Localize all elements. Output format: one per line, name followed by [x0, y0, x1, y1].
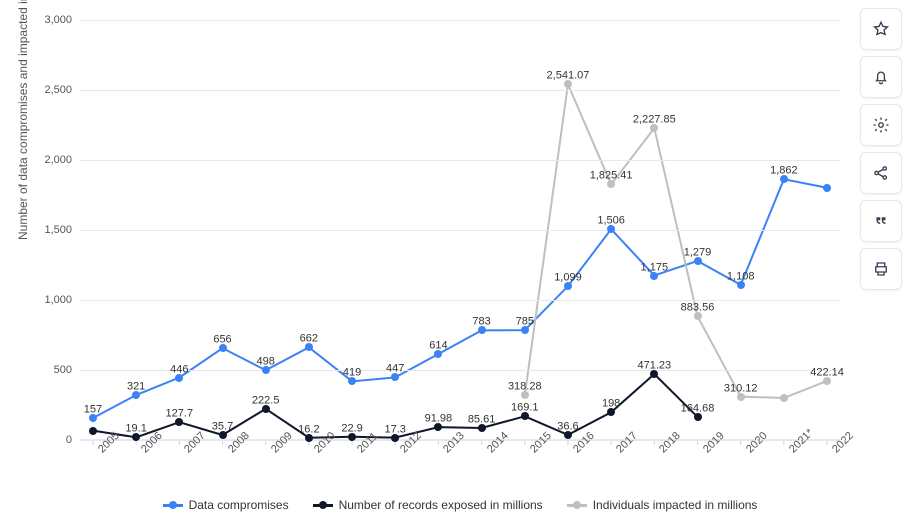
data-label: 310.12 [724, 382, 758, 394]
data-label: 17.3 [385, 423, 406, 435]
data-label: 1,862 [770, 165, 798, 177]
data-label: 2,227.85 [633, 114, 676, 126]
grid-line [80, 300, 840, 301]
data-label: 22.9 [341, 422, 362, 434]
data-label: 656 [213, 334, 231, 346]
quote-icon [872, 212, 890, 230]
data-label: 422.14 [810, 366, 844, 378]
y-tick-label: 1,500 [40, 224, 80, 236]
legend-item[interactable]: Data compromises [163, 498, 289, 512]
data-label: 19.1 [125, 423, 146, 435]
data-label: 157 [84, 404, 102, 416]
legend-label: Data compromises [189, 498, 289, 512]
star-icon [872, 20, 890, 38]
share-icon [872, 164, 890, 182]
data-label: 498 [256, 356, 274, 368]
data-label: 127.7 [166, 408, 194, 420]
grid-line [80, 230, 840, 231]
data-label: 91.98 [425, 413, 453, 425]
y-tick-label: 1,000 [40, 294, 80, 306]
data-label: 222.5 [252, 394, 280, 406]
legend-swatch [313, 504, 333, 507]
data-label: 169.1 [511, 402, 539, 414]
data-label: 164.68 [681, 403, 715, 415]
print-icon [872, 260, 890, 278]
settings-button[interactable] [860, 104, 902, 146]
share-button[interactable] [860, 152, 902, 194]
data-label: 883.56 [681, 302, 715, 314]
data-label: 1,279 [684, 247, 712, 259]
chart-container: Number of data compromises and impacted … [10, 10, 848, 518]
data-label: 1,825.41 [590, 170, 633, 182]
data-label: 35.7 [212, 421, 233, 433]
favorite-button[interactable] [860, 8, 902, 50]
toolbar [860, 8, 902, 290]
data-label: 1,506 [597, 215, 625, 227]
grid-line [80, 370, 840, 371]
data-label: 614 [429, 340, 447, 352]
data-label: 198 [602, 398, 620, 410]
data-label: 471.23 [637, 360, 671, 372]
data-label: 662 [300, 333, 318, 345]
grid-line [80, 160, 840, 161]
data-marker[interactable] [780, 394, 788, 402]
series-line [93, 179, 827, 418]
grid-line [80, 20, 840, 21]
y-tick-label: 0 [40, 434, 80, 446]
cite-button[interactable] [860, 200, 902, 242]
grid-line [80, 90, 840, 91]
legend-item[interactable]: Individuals impacted in millions [567, 498, 758, 512]
gear-icon [872, 116, 890, 134]
series-line [525, 84, 827, 398]
data-label: 447 [386, 363, 404, 375]
data-label: 783 [472, 316, 490, 328]
data-label: 1,108 [727, 270, 755, 282]
y-tick-label: 2,500 [40, 84, 80, 96]
legend-item[interactable]: Number of records exposed in millions [313, 498, 543, 512]
print-button[interactable] [860, 248, 902, 290]
data-label: 85.61 [468, 414, 496, 426]
legend-label: Individuals impacted in millions [593, 498, 758, 512]
data-marker[interactable] [89, 427, 97, 435]
data-label: 318.28 [508, 381, 542, 393]
legend-label: Number of records exposed in millions [339, 498, 543, 512]
data-label: 446 [170, 363, 188, 375]
y-tick-label: 2,000 [40, 154, 80, 166]
legend: Data compromises Number of records expose… [80, 498, 840, 512]
data-marker[interactable] [823, 184, 831, 192]
y-axis-label: Number of data compromises and impacted … [16, 0, 30, 240]
y-tick-label: 500 [40, 364, 80, 376]
data-label: 321 [127, 381, 145, 393]
data-label: 785 [516, 316, 534, 328]
data-label: 419 [343, 367, 361, 379]
data-label: 2,541.07 [547, 70, 590, 82]
data-label: 1,175 [641, 261, 669, 273]
bell-icon [872, 68, 890, 86]
plot-area: 05001,0001,5002,0002,5003,00020052006200… [80, 20, 840, 440]
notify-button[interactable] [860, 56, 902, 98]
y-tick-label: 3,000 [40, 14, 80, 26]
legend-swatch [163, 504, 183, 507]
data-label: 16.2 [298, 423, 319, 435]
data-label: 1,099 [554, 272, 582, 284]
legend-swatch [567, 504, 587, 507]
data-label: 36.6 [557, 420, 578, 432]
